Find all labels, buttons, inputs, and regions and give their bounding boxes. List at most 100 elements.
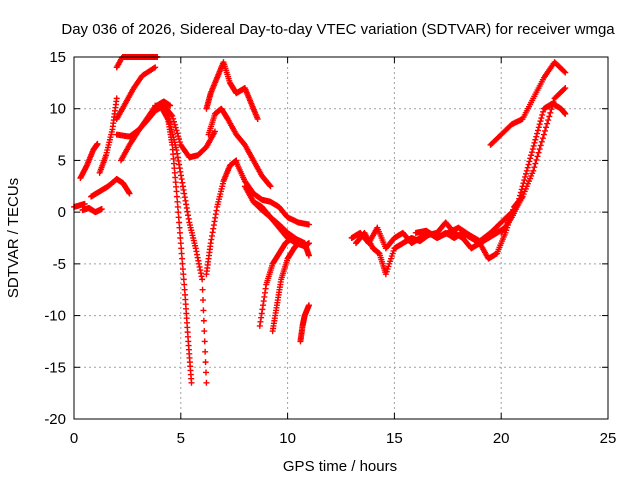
data-point — [202, 359, 209, 366]
data-point — [536, 121, 543, 128]
series-arc-25 — [498, 85, 569, 236]
data-point — [522, 173, 529, 180]
data-point — [173, 188, 180, 195]
data-point — [534, 153, 541, 160]
series-arc-14 — [203, 157, 240, 278]
data-point — [181, 286, 188, 293]
data-point — [199, 276, 206, 283]
data-point — [562, 85, 569, 92]
data-point — [538, 138, 545, 145]
data-point — [537, 142, 544, 149]
data-point — [172, 124, 179, 131]
data-point — [528, 152, 535, 159]
data-point — [175, 209, 182, 216]
data-point — [203, 369, 210, 376]
data-point — [524, 164, 531, 171]
series-arc-04 — [88, 176, 133, 200]
data-point — [540, 108, 547, 115]
data-point — [174, 130, 181, 137]
y-tick-label: -10 — [44, 308, 66, 325]
y-axis-label: SDTVAR / TECUs — [5, 178, 22, 298]
data-point — [126, 190, 133, 197]
x-tick-label: 5 — [177, 430, 185, 447]
series-arc-19 — [269, 240, 302, 335]
data-point — [534, 130, 541, 137]
data-point — [169, 112, 176, 119]
data-point — [175, 214, 182, 221]
data-point — [176, 219, 183, 226]
data-point — [150, 65, 157, 72]
data-point — [539, 135, 546, 142]
data-point — [532, 136, 539, 143]
series-arc-01 — [71, 200, 88, 210]
data-point — [521, 177, 528, 184]
data-point — [561, 68, 568, 75]
data-point — [152, 64, 159, 71]
data-point — [173, 193, 180, 200]
data-point — [305, 252, 312, 259]
data-point — [81, 200, 88, 207]
data-point — [517, 189, 524, 196]
data-point — [211, 128, 218, 135]
data-point — [178, 250, 185, 257]
y-tick-label: 5 — [58, 152, 66, 169]
data-point — [546, 113, 553, 120]
plot-frame — [73, 56, 609, 420]
data-point — [176, 136, 183, 143]
data-point — [176, 224, 183, 231]
axis-ticks: 0 5 10 15 20 25 -20 -15 -10 -5 0 5 10 15 — [44, 49, 616, 447]
data-point — [170, 118, 177, 125]
y-tick-label: 0 — [58, 204, 66, 221]
data-point — [530, 142, 537, 149]
y-tick-label: -20 — [44, 411, 66, 428]
data-point — [539, 111, 546, 118]
data-point — [180, 271, 187, 278]
x-axis-label: GPS time / hours — [283, 458, 397, 475]
data-point — [526, 158, 533, 165]
data-point — [538, 115, 545, 122]
data-point — [515, 198, 522, 205]
data-point — [522, 170, 529, 177]
data-point — [520, 180, 527, 187]
series-arc-20 — [297, 302, 312, 345]
data-point — [523, 167, 530, 174]
data-point — [267, 183, 274, 190]
data-point — [113, 95, 120, 102]
data-point — [200, 307, 207, 314]
data-point — [516, 192, 523, 199]
data-point — [533, 133, 540, 140]
x-tick-label: 20 — [493, 430, 510, 447]
data-point — [202, 348, 209, 355]
x-tick-label: 15 — [386, 430, 403, 447]
series-arc-12 — [203, 59, 261, 123]
data-point — [177, 240, 184, 247]
data-point — [167, 102, 174, 109]
data-point — [530, 167, 537, 174]
data-point — [295, 240, 302, 247]
data-point — [179, 266, 186, 273]
data-point — [531, 139, 538, 146]
x-tick-label: 25 — [600, 430, 617, 447]
series-arc-13 — [205, 105, 274, 190]
data-point — [176, 139, 183, 146]
data-point — [561, 86, 568, 93]
x-tick-label: 0 — [70, 430, 78, 447]
data-point — [173, 127, 180, 134]
data-point — [200, 317, 207, 324]
data-point — [527, 155, 534, 162]
data-point — [531, 164, 538, 171]
data-point — [540, 131, 547, 138]
data-point — [535, 124, 542, 131]
data-points — [71, 54, 569, 386]
data-point — [562, 69, 569, 76]
y-tick-label: -15 — [44, 359, 66, 376]
series-arc-24 — [487, 59, 569, 148]
data-point — [170, 115, 177, 122]
data-point — [543, 124, 550, 131]
data-point — [94, 140, 101, 147]
data-point — [516, 195, 523, 202]
series-arc-18 — [256, 235, 302, 329]
data-point — [180, 276, 187, 283]
data-point — [305, 302, 312, 309]
data-point — [519, 183, 526, 190]
